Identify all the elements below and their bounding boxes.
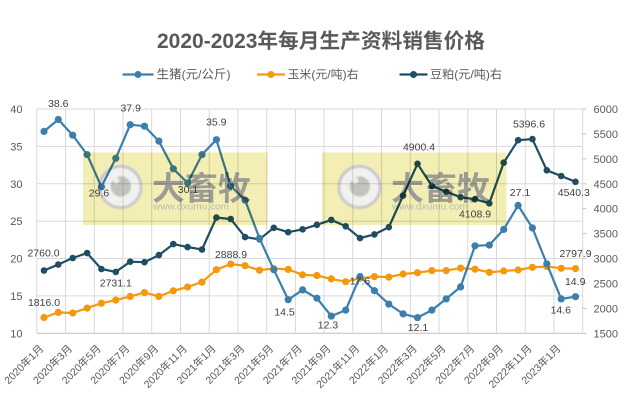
- svg-text:12.3: 12.3: [318, 320, 339, 332]
- svg-text:6000: 6000: [594, 104, 618, 116]
- svg-text:/: /: [470, 68, 474, 82]
- svg-text:37.9: 37.9: [120, 102, 141, 114]
- svg-text:(: (: [182, 68, 186, 82]
- svg-text:4540.3: 4540.3: [558, 187, 590, 199]
- svg-text:4900.4: 4900.4: [403, 142, 435, 154]
- svg-text:27.1: 27.1: [510, 187, 531, 199]
- svg-text:www.dxumu.com: www.dxumu.com: [391, 202, 468, 213]
- svg-text:2500: 2500: [594, 279, 618, 291]
- svg-text:29.6: 29.6: [89, 188, 110, 200]
- svg-text:4108.9: 4108.9: [459, 209, 491, 221]
- svg-text:15: 15: [10, 291, 22, 303]
- svg-text:): ): [343, 68, 347, 82]
- svg-text:3500: 3500: [594, 229, 618, 241]
- svg-text:5396.6: 5396.6: [513, 119, 545, 131]
- svg-text:1500: 1500: [594, 328, 618, 340]
- svg-text:2000: 2000: [594, 303, 618, 315]
- svg-text:www.dxumu.com: www.dxumu.com: [152, 202, 229, 213]
- svg-text:3000: 3000: [594, 254, 618, 266]
- svg-text:35.9: 35.9: [206, 117, 227, 129]
- svg-text:1816.0: 1816.0: [28, 297, 60, 309]
- svg-text:25: 25: [10, 216, 22, 228]
- svg-text:(: (: [454, 68, 458, 82]
- svg-text:12.1: 12.1: [408, 322, 429, 334]
- svg-text:10: 10: [10, 328, 22, 340]
- svg-text:): ): [227, 68, 231, 82]
- svg-text:14.9: 14.9: [565, 276, 586, 288]
- svg-text:5000: 5000: [594, 154, 618, 166]
- svg-text:2888.9: 2888.9: [215, 249, 247, 261]
- svg-text:35: 35: [10, 141, 22, 153]
- svg-text:/: /: [198, 68, 202, 82]
- svg-text:/: /: [327, 68, 331, 82]
- svg-text:4500: 4500: [594, 179, 618, 191]
- svg-text:14.5: 14.5: [274, 307, 295, 319]
- svg-text:40: 40: [10, 104, 22, 116]
- svg-text:2731.1: 2731.1: [100, 278, 132, 290]
- svg-text:17.6: 17.6: [350, 276, 371, 288]
- svg-text:14.6: 14.6: [551, 305, 572, 317]
- svg-text:): ): [486, 68, 490, 82]
- svg-text:2760.0: 2760.0: [27, 248, 59, 260]
- svg-text:20: 20: [10, 254, 22, 266]
- svg-text:30: 30: [10, 179, 22, 191]
- svg-text:2797.9: 2797.9: [559, 248, 591, 260]
- svg-text:5500: 5500: [594, 129, 618, 141]
- svg-text:2020-2023: 2020-2023: [157, 30, 257, 53]
- svg-text:(: (: [311, 68, 315, 82]
- svg-text:38.6: 38.6: [48, 98, 69, 110]
- svg-text:30.1: 30.1: [178, 184, 199, 196]
- svg-text:4000: 4000: [594, 204, 618, 216]
